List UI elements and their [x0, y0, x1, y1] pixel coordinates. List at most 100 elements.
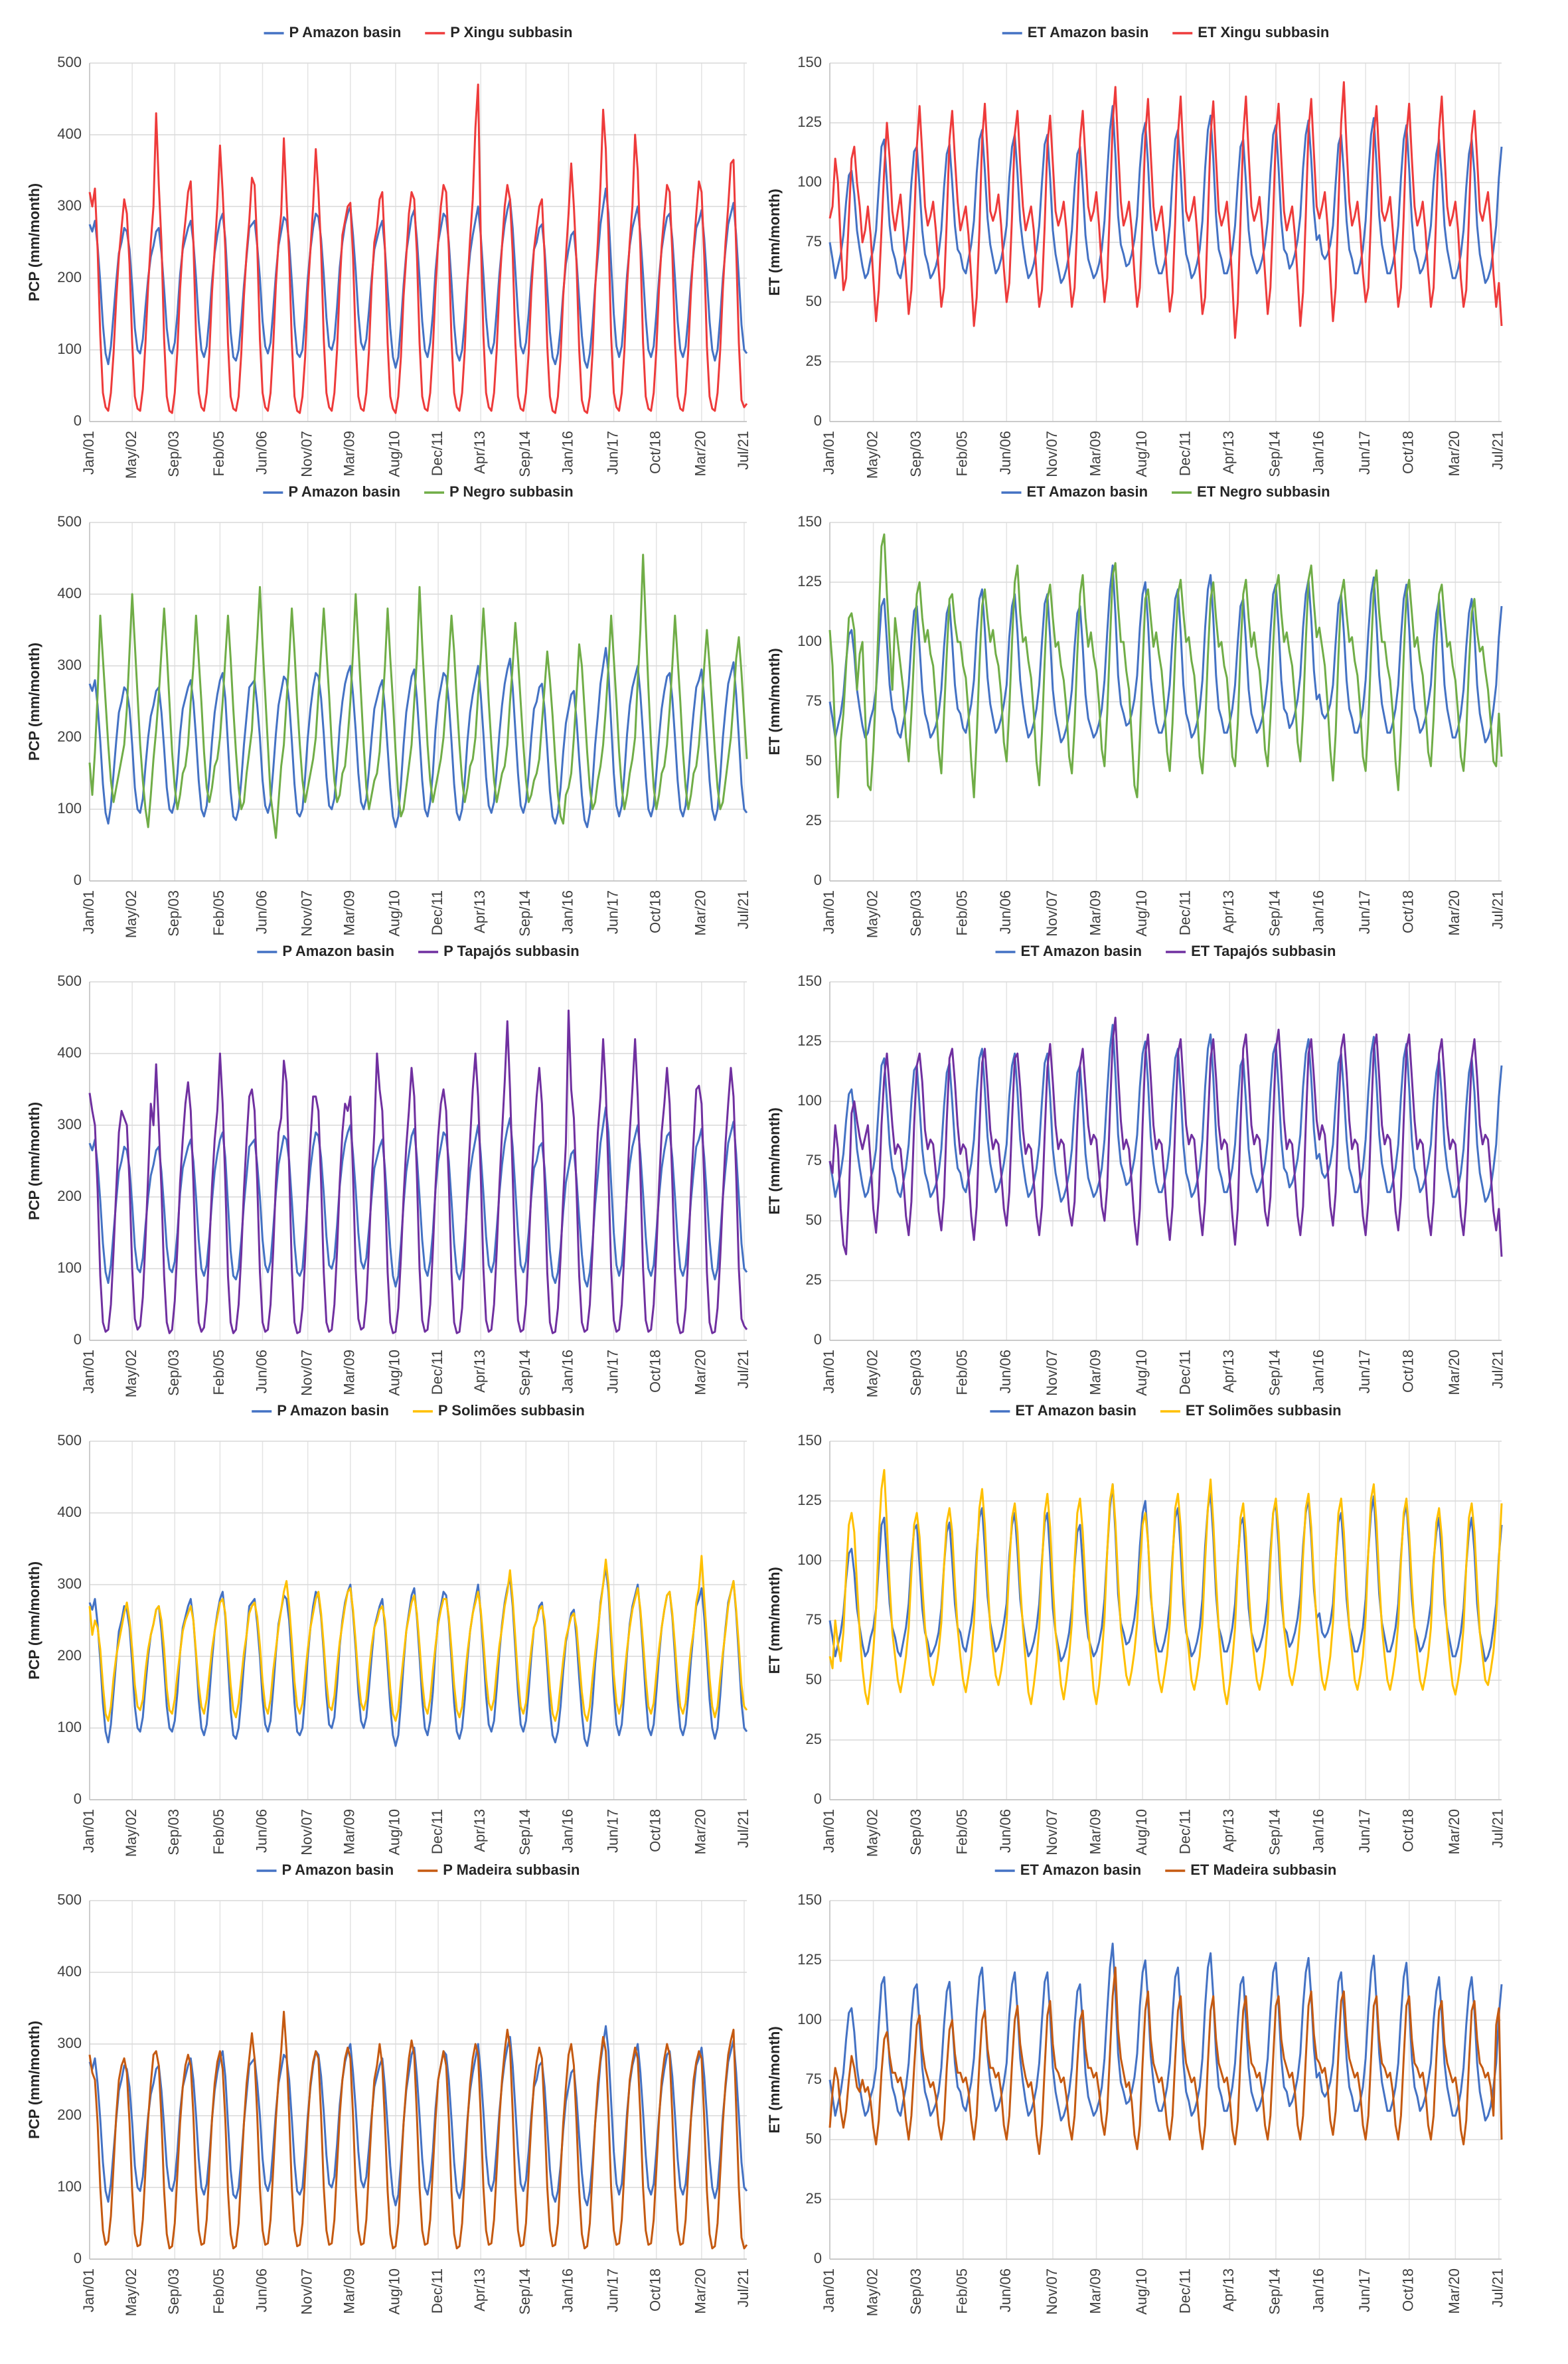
x-tick-label: Jun/17 — [1356, 890, 1373, 934]
x-tick-label: Jan/16 — [1310, 1809, 1326, 1853]
y-axis-title: PCP (mm/month) — [26, 183, 42, 301]
x-tick-label: Jan/16 — [559, 1809, 576, 1853]
x-tick-label: Sep/14 — [1267, 431, 1283, 477]
x-tick-label: Mar/09 — [1087, 2268, 1103, 2314]
y-tick-label: 25 — [806, 1731, 822, 1747]
legend-label: ET Xingu subbasin — [1198, 24, 1329, 40]
legend-label: P Amazon basin — [277, 1402, 389, 1419]
x-tick-label: Jan/01 — [80, 431, 97, 475]
y-axis-title: PCP (mm/month) — [26, 2021, 42, 2139]
x-tick-label: Sep/14 — [1267, 2268, 1283, 2315]
y-tick-label: 50 — [806, 293, 822, 309]
x-tick-label: Oct/18 — [647, 1350, 664, 1393]
x-tick-label: Mar/09 — [1087, 1350, 1103, 1395]
x-tick-label: Aug/10 — [386, 431, 403, 477]
y-tick-label: 100 — [797, 2011, 822, 2027]
x-tick-label: Jan/01 — [80, 1809, 97, 1853]
x-tick-label: Oct/18 — [647, 431, 664, 474]
y-tick-label: 50 — [806, 752, 822, 769]
x-tick-label: Jun/17 — [604, 890, 621, 934]
x-tick-label: Jan/01 — [821, 1350, 837, 1393]
legend-label: ET Madeira subbasin — [1190, 1861, 1336, 1878]
x-tick-label: Jun/06 — [253, 1809, 270, 1853]
x-tick-label: Jun/06 — [997, 1809, 1014, 1853]
y-tick-label: 0 — [74, 872, 82, 888]
x-tick-label: Jul/21 — [735, 1350, 751, 1389]
y-tick-label: 500 — [57, 513, 82, 530]
y-tick-label: 200 — [57, 2106, 82, 2123]
x-tick-label: Jan/16 — [1310, 431, 1326, 475]
x-tick-label: Sep/14 — [516, 1350, 533, 1396]
chart: Jan/01 May/02 Sep/03 Feb/05 Jun/06 Nov/07 Mar/… — [26, 943, 751, 1397]
x-tick-label: Sep/14 — [516, 1809, 533, 1855]
y-tick-label: 25 — [806, 2190, 822, 2207]
x-tick-label: Jun/06 — [997, 1350, 1014, 1393]
x-tick-label: Aug/10 — [1133, 431, 1150, 477]
y-tick-label: 0 — [814, 1331, 822, 1348]
legend-label: P Solimões subbasin — [438, 1402, 585, 1419]
y-tick-label: 300 — [57, 2035, 82, 2051]
x-tick-label: Mar/20 — [1446, 1350, 1462, 1395]
x-tick-label: Jan/01 — [80, 890, 97, 934]
x-tick-label: Apr/13 — [1220, 890, 1237, 933]
x-tick-label: Mar/09 — [1087, 1809, 1103, 1854]
y-axis-title: ET (mm/month) — [766, 648, 783, 755]
legend-label: ET Amazon basin — [1020, 1861, 1142, 1878]
y-tick-label: 500 — [57, 1891, 82, 1908]
x-tick-label: Sep/03 — [907, 2268, 924, 2315]
x-tick-label: Oct/18 — [1400, 1809, 1417, 1852]
series-line — [88, 647, 748, 828]
x-tick-label: Dec/11 — [1177, 890, 1194, 935]
y-tick-label: 150 — [797, 973, 822, 989]
y-tick-label: 50 — [806, 1671, 822, 1688]
y-tick-label: 0 — [814, 1790, 822, 1807]
y-tick-label: 75 — [806, 2071, 822, 2087]
x-tick-label: Feb/05 — [210, 2268, 227, 2314]
y-tick-label: 300 — [57, 1116, 82, 1133]
chart: Jan/01 May/02 Sep/03 Feb/05 Jun/06 Nov/07 Mar/… — [766, 1861, 1506, 2316]
legend-label: ET Tapajós subbasin — [1191, 943, 1336, 959]
series-line — [828, 1024, 1503, 1203]
x-tick-label: Jun/06 — [997, 890, 1014, 934]
x-tick-label: Jun/06 — [997, 431, 1014, 475]
series-line — [88, 83, 748, 414]
x-tick-label: Jul/21 — [735, 2268, 751, 2308]
x-tick-label: May/02 — [123, 431, 139, 479]
y-axis-title: ET (mm/month) — [766, 189, 783, 295]
y-tick-label: 400 — [57, 125, 82, 142]
x-tick-label: Mar/09 — [341, 890, 358, 935]
x-tick-label: May/02 — [123, 890, 139, 938]
y-tick-label: 0 — [74, 1331, 82, 1348]
x-tick-label: Dec/11 — [429, 890, 445, 935]
legend-label: P Tapajós subbasin — [443, 943, 580, 959]
y-tick-label: 75 — [806, 1152, 822, 1168]
x-tick-label: Apr/13 — [471, 1350, 488, 1393]
legend-label: ET Amazon basin — [1028, 24, 1149, 40]
x-tick-label: Feb/05 — [210, 890, 227, 936]
x-tick-label: Sep/14 — [1267, 1350, 1283, 1396]
y-tick-label: 400 — [57, 1963, 82, 1980]
x-tick-label: Jan/01 — [80, 1350, 97, 1393]
x-tick-label: Jan/16 — [1310, 890, 1326, 934]
y-tick-label: 25 — [806, 1271, 822, 1288]
series-line — [828, 1016, 1503, 1257]
x-tick-label: May/02 — [864, 431, 880, 479]
y-tick-label: 150 — [797, 513, 822, 530]
legend-label: P Xingu subbasin — [450, 24, 572, 40]
y-tick-label: 25 — [806, 812, 822, 828]
y-axis-title: ET (mm/month) — [766, 2026, 783, 2133]
series-line — [88, 1009, 748, 1334]
x-tick-label: May/02 — [864, 890, 880, 938]
legend-label: P Madeira subbasin — [443, 1861, 580, 1878]
y-axis-title: PCP (mm/month) — [26, 643, 42, 761]
chart: Jan/01 May/02 Sep/03 Feb/05 Jun/06 Nov/07 Mar/… — [766, 483, 1506, 938]
x-tick-label: Jun/06 — [253, 2268, 270, 2312]
legend-label: ET Amazon basin — [1015, 1402, 1137, 1419]
x-tick-label: Aug/10 — [1133, 890, 1150, 937]
x-tick-label: Sep/03 — [165, 890, 182, 937]
chart: Jan/01 May/02 Sep/03 Feb/05 Jun/06 Nov/07 Mar/… — [766, 943, 1506, 1397]
legend-label: P Amazon basin — [289, 24, 402, 40]
series-line — [828, 81, 1503, 339]
x-tick-label: Sep/03 — [165, 1809, 182, 1855]
